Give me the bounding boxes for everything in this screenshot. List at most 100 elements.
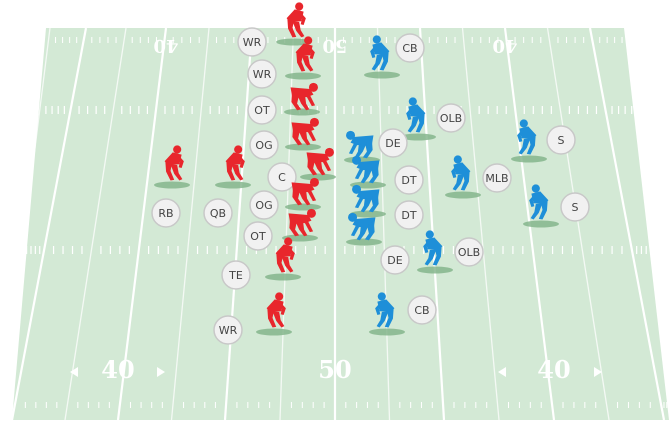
position-label: MLB [485, 172, 508, 185]
position-label: WR [253, 68, 272, 81]
position-label: QB [210, 207, 226, 220]
position-badge: OG [249, 190, 279, 220]
position-label: CB [402, 42, 417, 55]
player-shadow [300, 173, 336, 181]
player-shadow [285, 203, 321, 211]
defense-player: CB [364, 33, 425, 79]
defense-player: DT [350, 155, 424, 195]
position-label: DT [401, 174, 416, 187]
defense-player: DE [346, 212, 410, 275]
player-shadow [511, 155, 547, 163]
offense-player: RB [151, 145, 190, 228]
offense-player: WR [213, 292, 292, 345]
position-badge: WR [213, 315, 243, 345]
yard-number-top: 30 [647, 35, 669, 56]
offense-player: C [267, 147, 336, 192]
five-yard-line [546, 27, 610, 421]
five-yard-line [0, 27, 51, 421]
position-badge: DE [380, 245, 410, 275]
position-badge: C [267, 162, 297, 192]
position-label: OT [254, 104, 270, 117]
yard-line [223, 27, 254, 421]
position-badge: OLB [454, 237, 484, 267]
offense-player: OG [249, 177, 321, 220]
defense-player: OLB [417, 230, 484, 274]
five-yard-line [170, 27, 210, 421]
yard-line [10, 27, 88, 421]
position-badge: OG [249, 130, 279, 160]
player-shadow [265, 273, 301, 281]
position-badge: OT [243, 221, 273, 251]
direction-arrow [157, 367, 165, 377]
player-shadow [256, 328, 292, 336]
position-badge: OLB [436, 103, 466, 133]
offense-player: TE [221, 237, 301, 290]
position-badge: OT [247, 95, 277, 125]
position-badge: S [546, 125, 576, 155]
position-badge: DE [378, 128, 408, 158]
yard-lines [0, 27, 669, 421]
player-shadow [285, 72, 321, 80]
defense-player: OLB [400, 97, 466, 141]
position-badge: DT [394, 200, 424, 230]
position-badge: WR [247, 59, 277, 89]
position-label: DT [401, 209, 416, 222]
yard-line [418, 27, 446, 421]
player-shadow [215, 181, 251, 189]
position-label: OG [255, 199, 272, 212]
player-shadow [523, 220, 559, 228]
position-badge: MLB [482, 163, 512, 193]
yard-number-bottom: 50 [318, 355, 351, 384]
defense-player: CB [369, 292, 437, 336]
position-label: WR [219, 324, 238, 337]
offense-player: WR [237, 2, 312, 57]
defense-player: S [523, 184, 590, 228]
position-label: OT [250, 230, 266, 243]
player-shadow [154, 181, 190, 189]
yard-number-top: 40 [153, 35, 178, 56]
five-yard-line [461, 27, 500, 421]
players-layer: CB OLB S DE MLB DT S DT DE OLB CB WR WR OT OG C OG OT TE WR… [151, 2, 590, 345]
direction-arrow [594, 367, 602, 377]
defense-player: S [511, 119, 576, 163]
yard-number-top: 50 [322, 35, 347, 56]
position-label: S [572, 201, 579, 214]
position-badge: DT [394, 165, 424, 195]
position-label: DE [387, 254, 402, 267]
position-badge: QB [203, 198, 233, 228]
position-label: S [558, 134, 565, 147]
position-label: TE [228, 269, 243, 282]
position-badge: TE [221, 260, 251, 290]
player-shadow [284, 108, 320, 116]
offense-player: WR [247, 36, 321, 89]
five-yard-line [64, 27, 127, 421]
position-label: CB [414, 304, 429, 317]
position-label: RB [158, 207, 173, 220]
direction-arrow [70, 367, 78, 377]
position-label: OLB [458, 246, 480, 259]
offense-player: OT [247, 82, 320, 125]
offense-player: QB [203, 145, 251, 228]
yard-line [116, 27, 168, 421]
player-shadow [346, 238, 382, 246]
player-shadow [400, 133, 436, 141]
yard-number-bottom: 40 [537, 355, 570, 384]
yard-number-top: 40 [492, 35, 517, 56]
player-shadow [417, 266, 453, 274]
yard-number-bottom: 40 [101, 355, 134, 384]
position-badge: CB [407, 295, 437, 325]
five-yard-line [376, 27, 391, 421]
position-label: OLB [440, 112, 462, 125]
player-shadow [369, 328, 405, 336]
yard-line [588, 27, 666, 421]
defense-player: DT [350, 184, 424, 230]
offense-player: OG [249, 117, 321, 160]
yard-numbers: 30 40 50 40 30 40 50 40 [1, 35, 669, 384]
yard-line [0, 27, 16, 275]
player-shadow [276, 38, 312, 46]
player-shadow [350, 210, 386, 218]
position-label: C [278, 171, 286, 184]
position-label: WR [243, 36, 262, 49]
position-badge: CB [395, 33, 425, 63]
defense-player: MLB [445, 155, 512, 199]
